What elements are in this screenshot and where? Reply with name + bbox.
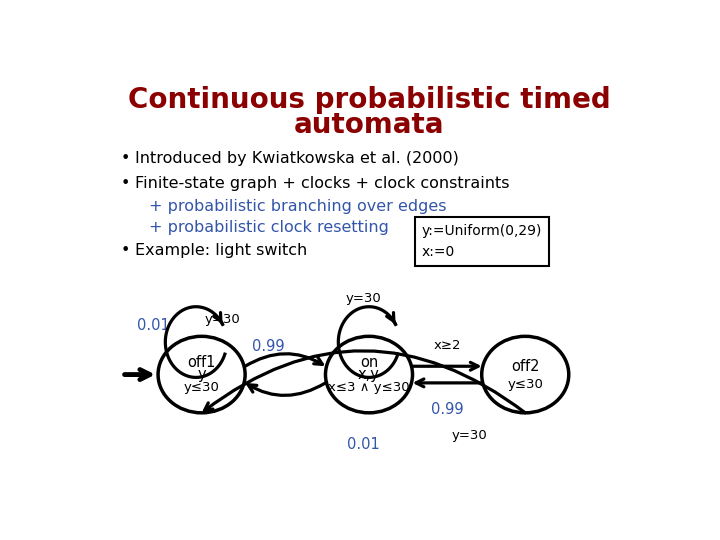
- Text: x≥2: x≥2: [433, 339, 461, 352]
- Text: + probabilistic branching over edges: + probabilistic branching over edges: [148, 199, 446, 214]
- Text: •: •: [121, 176, 130, 191]
- Text: 0.01: 0.01: [347, 436, 379, 451]
- Text: 0.01: 0.01: [138, 319, 170, 333]
- Text: + probabilistic clock resetting: + probabilistic clock resetting: [148, 220, 389, 235]
- Text: x,y: x,y: [358, 367, 380, 382]
- Text: off1: off1: [187, 355, 216, 369]
- Text: Introduced by Kwiatkowska et al. (2000): Introduced by Kwiatkowska et al. (2000): [135, 151, 459, 166]
- Text: 0.99: 0.99: [431, 402, 464, 417]
- Text: y=30: y=30: [451, 429, 487, 442]
- Text: Example: light switch: Example: light switch: [135, 243, 307, 258]
- Text: 0.99: 0.99: [252, 339, 285, 354]
- Text: automata: automata: [294, 111, 444, 139]
- Text: on: on: [360, 355, 378, 369]
- Text: off2: off2: [511, 359, 539, 374]
- Text: •: •: [121, 151, 130, 166]
- Text: y≤30: y≤30: [184, 381, 220, 394]
- Text: y≤30: y≤30: [508, 379, 543, 392]
- Text: y=30: y=30: [346, 292, 382, 306]
- Text: y=30: y=30: [204, 313, 240, 326]
- Text: •: •: [121, 243, 130, 258]
- Text: x≤3 ∧ y≤30: x≤3 ∧ y≤30: [328, 381, 410, 394]
- Text: y: y: [197, 367, 206, 382]
- Text: Finite-state graph + clocks + clock constraints: Finite-state graph + clocks + clock cons…: [135, 176, 509, 191]
- Text: Continuous probabilistic timed: Continuous probabilistic timed: [127, 86, 611, 114]
- Text: y:=Uniform(0,29)
x:=0: y:=Uniform(0,29) x:=0: [422, 224, 542, 259]
